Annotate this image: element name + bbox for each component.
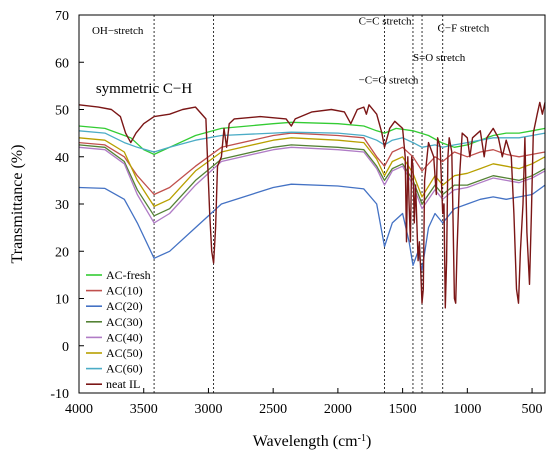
series-line-1: [78, 132, 546, 196]
x-tick-label: 2000: [324, 402, 352, 417]
x-tick-label: 1000: [453, 402, 481, 417]
y-tick-label: 50: [55, 104, 69, 119]
x-tick-label: 3000: [194, 402, 222, 417]
legend-label-2: AC(20): [106, 299, 143, 313]
x-axis-title-main: Wavelength (cm: [253, 433, 358, 450]
y-tick-label: 60: [55, 56, 69, 71]
legend: AC-fresh AC(10)AC(20) AC(30)AC(40) AC(50) AC…: [86, 268, 151, 391]
y-tick-label: 20: [55, 245, 69, 260]
x-tick-label: 3500: [130, 402, 158, 417]
y-tick-label: 10: [55, 293, 69, 308]
annotation-label-1: symmetric C−H: [96, 81, 193, 97]
x-axis-title: Wavelength (cm-1): [253, 433, 372, 451]
series-line-0: [78, 121, 546, 156]
series-line-7: [78, 101, 546, 309]
series-line-3: [78, 144, 546, 217]
x-axis-title-end: ): [366, 433, 371, 450]
x-axis-ticks: 4000 3500 3000 2500 2000 1500 1000 500: [65, 388, 543, 417]
annotation-label-2: C=C stretch: [359, 15, 412, 27]
x-tick-label: 2500: [259, 402, 287, 417]
series-lines: [78, 101, 546, 309]
x-tick-label: 500: [522, 402, 543, 417]
legend-label-6: AC(60): [106, 362, 143, 376]
annotation-label-3: −C=O stretch: [359, 75, 419, 87]
x-tick-label: 4000: [65, 402, 93, 417]
legend-label-1: AC(10): [106, 284, 143, 298]
annotation-label-5: S=O stretch: [413, 52, 466, 64]
legend-label-5: AC(50): [106, 346, 143, 360]
annotation-label-4: C−F stretch: [438, 23, 490, 35]
y-axis-title: Transmittance (%): [9, 145, 26, 264]
annotation-label-0: OH−stretch: [92, 25, 144, 37]
legend-label-4: AC(40): [106, 330, 143, 344]
y-tick-label: 40: [55, 151, 69, 166]
legend-label-7: neat IL: [106, 377, 140, 391]
y-axis-ticks: -10 0 10 20 30 40 50 60 70: [50, 9, 84, 402]
y-tick-label: 30: [55, 198, 69, 213]
y-tick-label: 70: [55, 9, 69, 24]
y-tick-label: 0: [62, 340, 69, 355]
series-line-4: [78, 146, 546, 224]
series-line-2: [78, 183, 546, 271]
x-tick-label: 1500: [389, 402, 417, 417]
annotations: OH−stretch symmetric C−H C=C stretch −C=O s…: [92, 15, 490, 97]
legend-label-0: AC-fresh: [106, 268, 151, 282]
legend-label-3: AC(30): [106, 315, 143, 329]
y-tick-label: -10: [50, 387, 69, 402]
x-axis-title-superscript: -1: [358, 433, 366, 444]
series-line-5: [78, 137, 546, 208]
